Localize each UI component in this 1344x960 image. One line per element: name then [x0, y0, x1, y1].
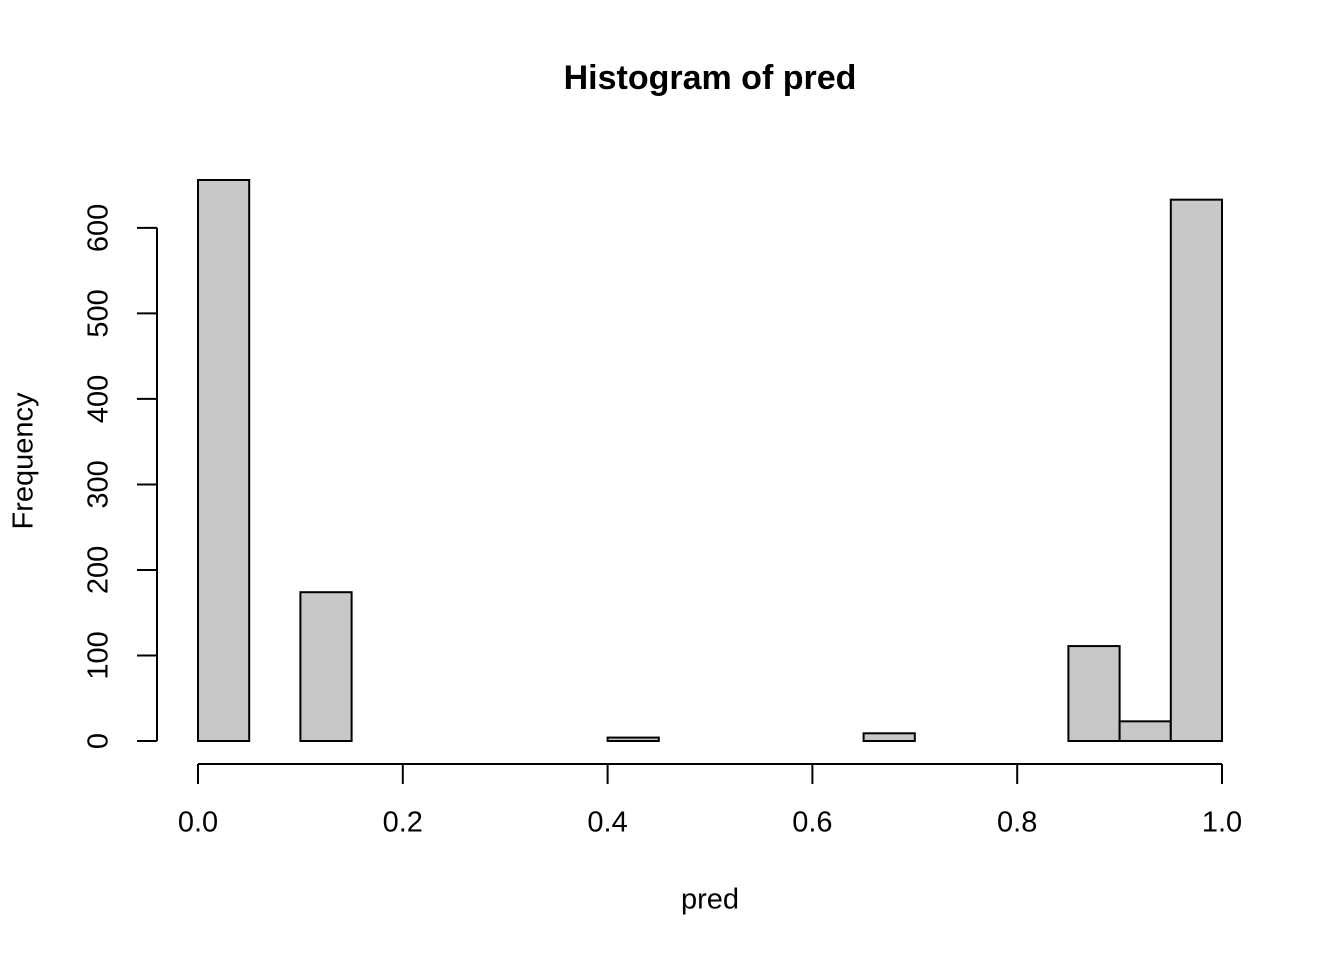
bar — [197, 179, 251, 742]
x-tick-label: 0.8 — [997, 807, 1037, 839]
x-tick-label: 0.2 — [383, 807, 423, 839]
y-tick-label: 300 — [83, 460, 115, 508]
bar — [862, 732, 916, 742]
bar — [299, 591, 353, 743]
y-tick-label: 100 — [83, 631, 115, 679]
y-tick-label: 600 — [83, 204, 115, 252]
x-tick-label: 1.0 — [1202, 807, 1242, 839]
y-axis-label: Frequency — [8, 392, 40, 530]
bar — [1067, 645, 1121, 743]
chart-title: Histogram of pred — [564, 59, 857, 97]
y-tick-label: 500 — [83, 289, 115, 337]
x-tick-label: 0.0 — [178, 807, 218, 839]
x-axis-label: pred — [681, 884, 739, 916]
y-tick-label: 0 — [83, 733, 115, 749]
x-tick-label: 0.4 — [587, 807, 627, 839]
bar — [1118, 720, 1172, 743]
bar — [1169, 198, 1224, 743]
y-tick-label: 400 — [83, 375, 115, 423]
x-tick-label: 0.6 — [792, 807, 832, 839]
bar — [606, 736, 660, 743]
y-tick-label: 200 — [83, 546, 115, 594]
